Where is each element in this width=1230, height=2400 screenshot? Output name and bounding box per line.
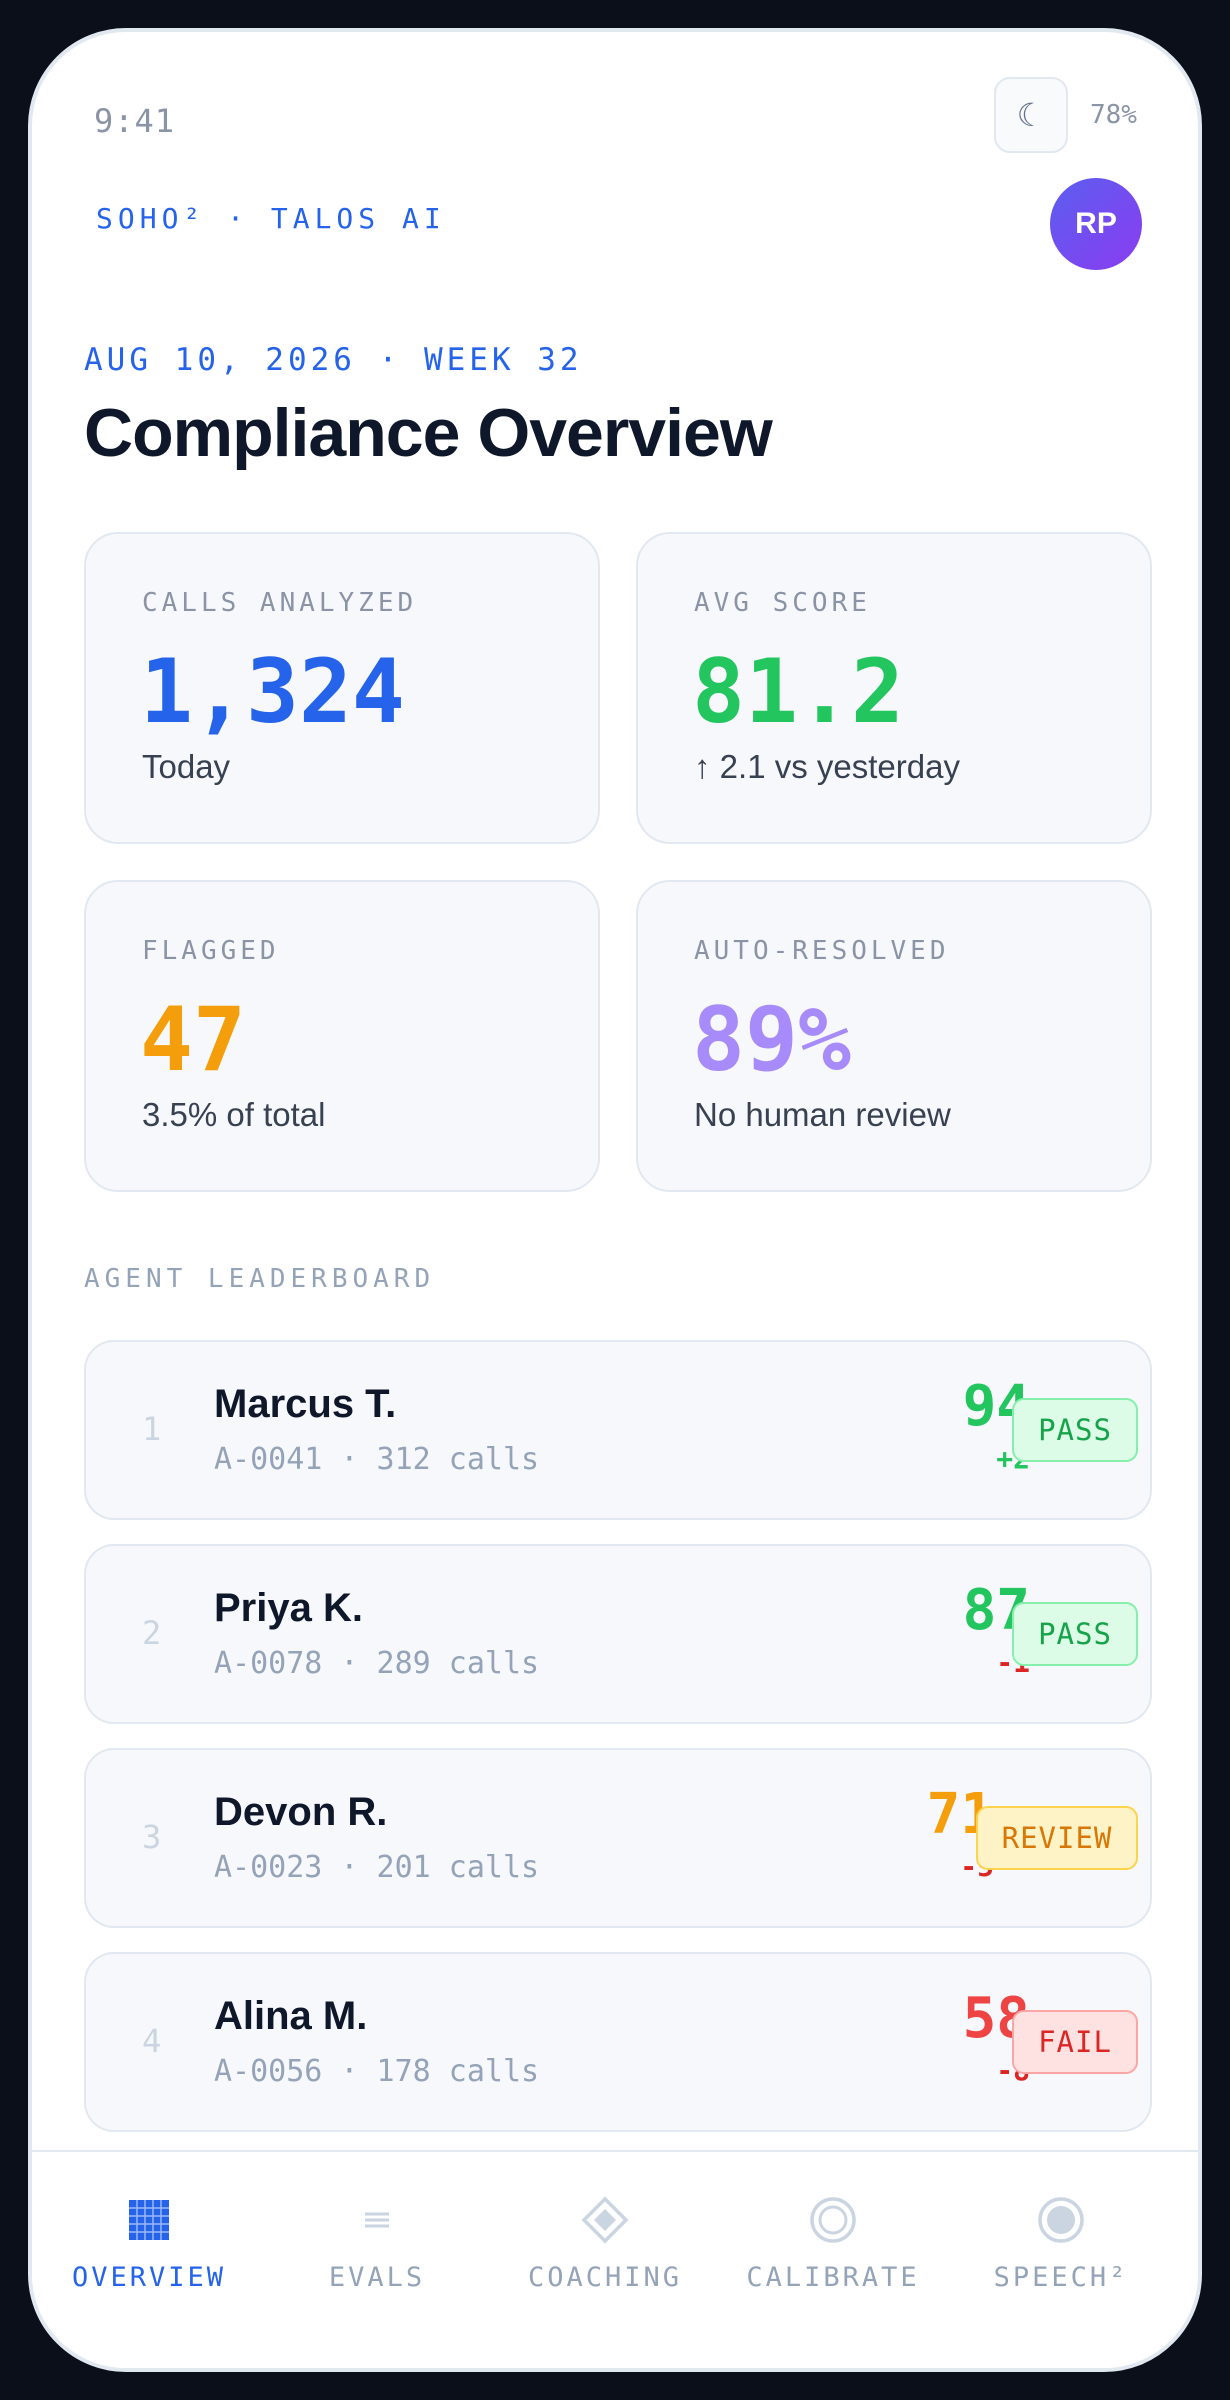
moon-icon: ☾: [1016, 97, 1046, 133]
theme-toggle-button[interactable]: ☾: [994, 77, 1068, 153]
page-title: Compliance Overview: [84, 395, 773, 471]
status-badge: PASS: [1012, 1398, 1138, 1462]
diamond-icon: [492, 2190, 718, 2250]
phone-frame: 9:41 ☾ 78% SOHO² · TALOS AI RP AUG 10, 2…: [28, 28, 1202, 2372]
stat-sub: No human review: [694, 1096, 951, 1133]
list-icon: [264, 2190, 490, 2250]
rank-number: 4: [142, 2022, 162, 2060]
stat-sub: ↑ 2.1 vs yesterday: [694, 748, 960, 785]
status-badge: FAIL: [1012, 2010, 1138, 2074]
rank-number: 2: [142, 1614, 162, 1652]
agent-score: 87: [962, 1578, 1030, 1643]
leaderboard-row[interactable]: 2 Priya K. A-0078 · 289 calls 87 -1 PASS: [84, 1544, 1152, 1724]
record-icon: [948, 2190, 1174, 2250]
agent-meta: A-0078 · 289 calls: [214, 1646, 540, 1681]
nav-label: EVALS: [328, 2262, 426, 2293]
agent-meta: A-0041 · 312 calls: [214, 1442, 540, 1477]
agent-name: Alina M.: [214, 1994, 368, 2038]
leaderboard-row[interactable]: 1 Marcus T. A-0041 · 312 calls 94 +2 PAS…: [84, 1340, 1152, 1520]
nav-overview[interactable]: OVERVIEW: [36, 2152, 262, 2368]
stat-value: 89%: [692, 988, 851, 1091]
stat-label: FLAGGED: [142, 936, 280, 966]
stat-value: 81.2: [692, 640, 904, 743]
grid-icon: [36, 2190, 262, 2250]
stat-card-calls-analyzed[interactable]: CALLS ANALYZED 1,324 Today: [84, 532, 600, 844]
avatar[interactable]: RP: [1050, 178, 1142, 270]
score-delta: -8: [996, 2054, 1030, 2087]
battery-level: 78%: [1090, 100, 1137, 130]
stat-card-auto-resolved[interactable]: AUTO-RESOLVED 89% No human review: [636, 880, 1152, 1192]
stat-value: 1,324: [140, 640, 405, 743]
agent-score: 71: [926, 1782, 994, 1847]
stat-card-avg-score[interactable]: AVG SCORE 81.2 ↑ 2.1 vs yesterday: [636, 532, 1152, 844]
stat-label: AVG SCORE: [694, 588, 871, 618]
agent-name: Devon R.: [214, 1790, 388, 1834]
rank-number: 3: [142, 1818, 162, 1856]
stat-sub: 3.5% of total: [142, 1096, 326, 1133]
leaderboard-row[interactable]: 3 Devon R. A-0023 · 201 calls 71 -5 REVI…: [84, 1748, 1152, 1928]
leaderboard-heading: AGENT LEADERBOARD: [84, 1264, 436, 1294]
score-delta: -1: [996, 1646, 1030, 1679]
nav-label: COACHING: [527, 2262, 683, 2293]
agent-name: Priya K.: [214, 1586, 363, 1630]
date-week: AUG 10, 2026 · WEEK 32: [84, 342, 583, 378]
nav-coaching[interactable]: COACHING: [492, 2152, 718, 2368]
status-time: 9:41: [94, 102, 176, 140]
agent-name: Marcus T.: [214, 1382, 397, 1426]
stat-value: 47: [140, 988, 246, 1091]
status-badge: PASS: [1012, 1602, 1138, 1666]
agent-meta: A-0023 · 201 calls: [214, 1850, 540, 1885]
nav-label: OVERVIEW: [71, 2262, 227, 2293]
rank-number: 1: [142, 1410, 162, 1448]
nav-label: CALIBRATE: [746, 2262, 920, 2293]
score-delta: +2: [996, 1442, 1030, 1475]
stat-card-flagged[interactable]: FLAGGED 47 3.5% of total: [84, 880, 600, 1192]
nav-speech[interactable]: SPEECH²: [948, 2152, 1174, 2368]
agent-score: 58: [962, 1986, 1030, 2051]
agent-meta: A-0056 · 178 calls: [214, 2054, 540, 2089]
stat-label: AUTO-RESOLVED: [694, 936, 950, 966]
leaderboard-row[interactable]: 4 Alina M. A-0056 · 178 calls 58 -8 FAIL: [84, 1952, 1152, 2132]
score-delta: -5: [960, 1850, 994, 1883]
stat-label: CALLS ANALYZED: [142, 588, 418, 618]
brand-name: SOHO² · TALOS AI: [96, 202, 446, 235]
nav-label: SPEECH²: [993, 2262, 1129, 2293]
agent-score: 94: [962, 1374, 1030, 1439]
bottom-nav: OVERVIEW EVALS COACHING: [32, 2150, 1198, 2368]
ring-icon: [720, 2190, 946, 2250]
nav-evals[interactable]: EVALS: [264, 2152, 490, 2368]
status-badge: REVIEW: [976, 1806, 1138, 1870]
nav-calibrate[interactable]: CALIBRATE: [720, 2152, 946, 2368]
stat-sub: Today: [142, 748, 231, 785]
